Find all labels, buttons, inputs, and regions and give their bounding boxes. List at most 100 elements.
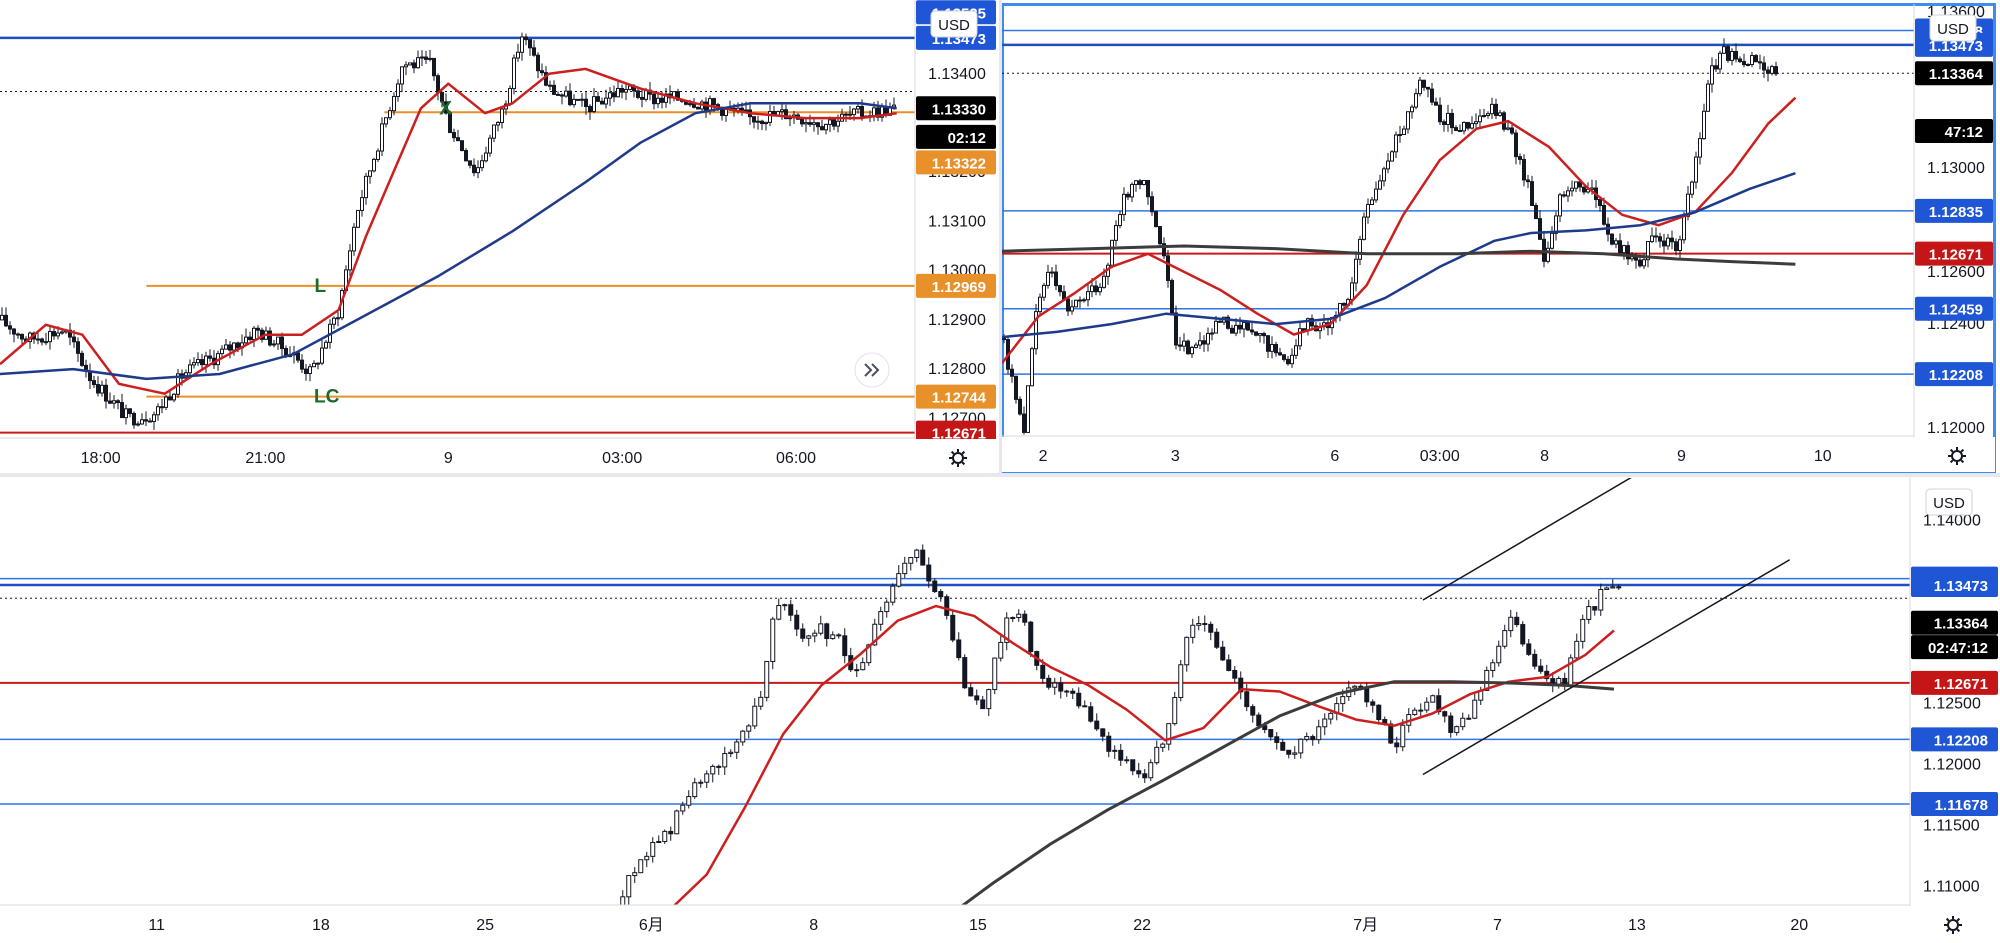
candle-body — [1082, 299, 1086, 302]
time-tick-label: 13 — [1628, 917, 1646, 934]
candle-body — [460, 140, 464, 152]
candle-body — [698, 781, 704, 784]
candle-body — [1130, 183, 1134, 198]
candle-body — [1030, 348, 1034, 387]
currency-button[interactable]: USD — [1925, 488, 1973, 516]
candle-body — [1102, 275, 1106, 288]
panel-divider-horizontal[interactable] — [0, 473, 2000, 477]
trend-channel-line[interactable] — [1422, 559, 1791, 776]
candle-body — [1110, 239, 1114, 266]
price-axis[interactable]: 1.136001.130001.126001.124001.120001.135… — [1913, 4, 1993, 472]
candle-body — [1262, 333, 1266, 337]
candle-body — [816, 122, 820, 128]
chart-panel-daily[interactable]: 1.140001.125001.120001.115001.110001.135… — [0, 478, 2000, 943]
currency-button[interactable]: USD — [930, 10, 978, 38]
candle-body — [650, 841, 656, 857]
candle-body — [200, 359, 204, 366]
candle-body — [380, 123, 384, 152]
candle-body — [1658, 236, 1662, 242]
time-axis[interactable]: 11 18 25 6月 8 15 22 7月 7 13 20 — [0, 904, 2000, 943]
panel-divider-vertical[interactable] — [999, 0, 1002, 474]
candle-body — [734, 741, 740, 753]
candle-body — [1626, 245, 1630, 260]
candle-body — [674, 810, 680, 835]
candle-body — [1148, 762, 1154, 779]
moving-average-line — [1002, 244, 1796, 266]
currency-button[interactable]: USD — [1929, 14, 1977, 42]
candle-body — [1418, 709, 1424, 712]
plot-area[interactable] — [0, 478, 1910, 918]
price-axis[interactable]: 1.134001.132001.131001.130001.129001.128… — [914, 0, 996, 472]
candle-body — [1646, 241, 1650, 261]
candle-body — [576, 98, 580, 101]
candle-body — [1670, 237, 1674, 243]
candle-body — [1388, 723, 1394, 744]
settings-gear-icon[interactable] — [1948, 447, 1966, 465]
price-tick-label: 1.13400 — [928, 66, 986, 83]
time-axis[interactable]: 18:00 21:00 9 03:00 06:00 — [0, 437, 998, 472]
time-tick-label: 8 — [809, 917, 818, 934]
candle-body — [1034, 311, 1038, 350]
candle-body — [828, 119, 832, 125]
trend-channel-line[interactable] — [1422, 478, 1713, 601]
plot-area[interactable] — [1002, 29, 1914, 435]
candle-body — [272, 343, 276, 346]
chart-panel-hourly[interactable]: 1.136001.130001.126001.124001.120001.135… — [1001, 3, 1996, 473]
candle-body — [36, 338, 40, 341]
price-axis[interactable]: 1.140001.125001.120001.115001.110001.135… — [1909, 478, 1998, 943]
candle-body — [704, 773, 710, 783]
candle-body — [1122, 193, 1126, 216]
currency-button-frame — [930, 10, 978, 38]
candle-body — [780, 109, 784, 113]
chart-panel-intraday[interactable]: X L LC 1.134001.132001.131001.130001.129001… — [0, 0, 998, 472]
gear-tooth — [950, 461, 955, 466]
time-axis[interactable]: 2 3 6 03:00 8 9 10 — [1002, 435, 1995, 472]
chart-svg[interactable]: 1.140001.125001.120001.115001.110001.135… — [0, 478, 2000, 943]
moving-average-line — [673, 604, 1615, 905]
moving-average-line — [1002, 172, 1796, 339]
candle-body — [1090, 285, 1094, 293]
candle-body — [752, 705, 758, 727]
candle-body — [532, 47, 536, 56]
time-tick-label: 25 — [476, 917, 494, 934]
candle-body — [276, 336, 280, 345]
candle-body — [616, 87, 620, 98]
candle-body — [376, 150, 380, 160]
candle-body — [638, 859, 644, 874]
candle-body — [12, 328, 16, 335]
candle-body — [1642, 259, 1646, 267]
candle-body — [1766, 69, 1770, 74]
candle-body — [1758, 61, 1762, 64]
candle-body — [1070, 306, 1074, 312]
candle-body — [1484, 669, 1490, 691]
candle-body — [596, 96, 600, 102]
price-tag-label: 02:47:12 — [1928, 640, 1988, 657]
candle-body — [1130, 759, 1136, 772]
time-tick-label: 03:00 — [602, 450, 642, 467]
chart-svg[interactable]: 1.136001.130001.126001.124001.120001.135… — [1002, 4, 1995, 472]
candle-body — [1258, 333, 1262, 336]
plot-area[interactable]: X L LC — [0, 32, 915, 434]
settings-gear-icon[interactable] — [949, 449, 967, 467]
price-tag-bg — [1911, 791, 1998, 816]
candle-body — [1718, 52, 1722, 70]
candle-body — [896, 573, 902, 587]
settings-gear-icon[interactable] — [1944, 916, 1962, 934]
chart-svg[interactable]: X L LC 1.134001.132001.131001.130001.129001… — [0, 0, 998, 472]
candle-body — [204, 355, 208, 366]
chart-marker-label: X — [439, 98, 452, 119]
time-axis-bg — [0, 906, 2000, 943]
scroll-to-realtime-button[interactable] — [854, 352, 890, 388]
candle-body — [1430, 695, 1436, 703]
candle-body — [1662, 240, 1666, 247]
candle-body — [1534, 204, 1538, 220]
candle-body — [746, 725, 752, 732]
candle-body — [1038, 296, 1042, 313]
candle-body — [768, 111, 772, 123]
candle-body — [508, 87, 512, 105]
candle-body — [620, 87, 624, 93]
candle-body — [808, 122, 812, 125]
candle-body — [800, 118, 804, 125]
candle-body — [256, 327, 260, 331]
candle-body — [1342, 302, 1346, 306]
